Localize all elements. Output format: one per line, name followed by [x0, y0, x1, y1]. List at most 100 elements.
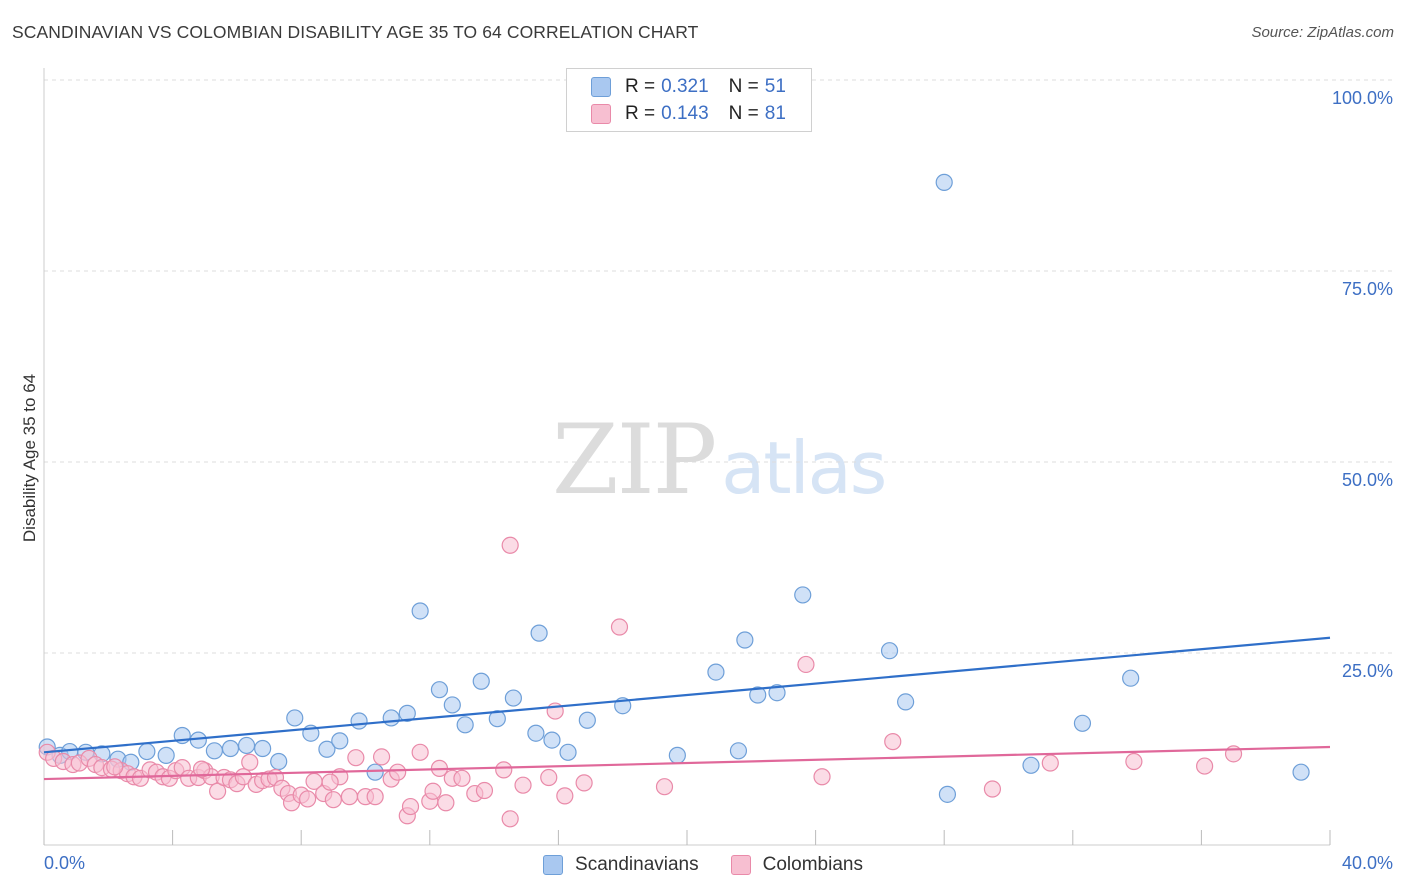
data-point [1125, 752, 1143, 771]
trend-line-colombians [43, 745, 1331, 781]
data-point [398, 704, 416, 722]
y-tick-label: 75.0% [1342, 279, 1393, 299]
legend-r-value: 0.321 [661, 76, 709, 97]
legend-swatch-colombians [591, 104, 611, 124]
watermark-zip: ZIP [552, 404, 717, 516]
data-point [318, 740, 336, 758]
data-point [324, 791, 342, 809]
data-point [286, 709, 304, 727]
data-point [331, 732, 349, 750]
data-point [501, 536, 519, 554]
legend-n-value: 51 [764, 76, 786, 97]
data-point [372, 748, 391, 766]
correlation-legend: R = 0.321 N = 51 R = 0.143 N = 81 [566, 68, 812, 132]
data-point [299, 790, 317, 808]
data-point [736, 631, 754, 649]
data-point [1041, 754, 1059, 772]
data-point [411, 743, 429, 761]
data-point [501, 810, 519, 828]
data-point [453, 769, 471, 787]
data-point [575, 774, 593, 792]
source-credit: Source: ZipAtlas.com [1251, 24, 1394, 41]
data-point [729, 742, 748, 760]
axes [43, 68, 1331, 846]
trend-line-scandinavians [43, 636, 1331, 754]
data-point [350, 712, 368, 730]
data-point [456, 716, 474, 734]
legend-swatch-scandinavians [591, 77, 611, 97]
y-axis-label: Disability Age 35 to 64 [20, 374, 39, 542]
data-point [578, 711, 596, 729]
series-legend: Scandinavians Colombians [0, 852, 1406, 878]
data-point [797, 655, 815, 674]
data-point [610, 618, 629, 636]
legend-n-value: 81 [764, 103, 786, 124]
y-tick-label: 50.0% [1342, 470, 1393, 490]
data-point [540, 768, 558, 787]
data-point [543, 731, 561, 749]
x-tick-label: 0.0% [44, 853, 85, 873]
gridlines [44, 79, 1392, 654]
data-point [938, 785, 957, 803]
data-point [221, 739, 240, 758]
data-point [401, 797, 420, 816]
data-point [884, 733, 902, 751]
data-point [209, 782, 227, 800]
data-point [437, 794, 455, 812]
data-point [241, 753, 259, 771]
data-point [504, 689, 522, 707]
data-point [559, 743, 577, 761]
data-point [707, 663, 725, 681]
data-point [443, 696, 461, 714]
data-point [897, 693, 915, 711]
watermark: ZIPatlas [552, 404, 887, 516]
legend-r-value: 0.143 [661, 103, 709, 124]
data-point [514, 776, 532, 794]
data-points [38, 173, 1310, 828]
data-point [138, 742, 156, 761]
data-point [106, 758, 124, 776]
data-point [205, 742, 223, 760]
tick-labels: 25.0% 50.0% 75.0% 100.0% 0.0% 40.0% [44, 88, 1393, 873]
data-point [495, 761, 513, 779]
data-point [488, 710, 506, 728]
data-point [157, 746, 175, 764]
data-point [234, 768, 252, 786]
data-point [192, 760, 211, 778]
legend-r-label: R = [625, 76, 656, 97]
legend-item-colombians: Colombians [730, 854, 863, 876]
data-point [475, 781, 494, 800]
data-point [527, 724, 545, 742]
legend-label-scandinavians: Scandinavians [575, 854, 699, 875]
x-tick-label: 40.0% [1342, 853, 1393, 873]
legend-row-scandinavians: R = 0.321 N = 51 [591, 75, 786, 99]
data-point [935, 173, 953, 191]
legend-label-colombians: Colombians [762, 854, 863, 875]
data-point [749, 686, 767, 704]
data-point [270, 752, 288, 771]
data-point [424, 782, 442, 800]
watermark-atlas: atlas [721, 426, 887, 510]
series-colombians [38, 536, 1243, 828]
data-point [655, 778, 674, 796]
y-tick-label: 100.0% [1332, 88, 1393, 108]
legend-r-label: R = [625, 103, 656, 124]
data-point [366, 788, 384, 806]
data-point [347, 749, 365, 767]
data-point [668, 746, 686, 764]
data-point [389, 763, 407, 781]
data-point [366, 763, 384, 781]
data-point [1022, 756, 1040, 774]
data-point [254, 739, 272, 758]
legend-swatch-scandinavians [543, 855, 564, 875]
legend-n-label: N = [728, 76, 759, 97]
data-point [1292, 763, 1310, 781]
data-point [472, 672, 490, 690]
data-point [768, 684, 786, 702]
legend-n-label: N = [728, 103, 759, 124]
data-point [321, 773, 339, 791]
data-point [1122, 669, 1140, 687]
data-point [1196, 757, 1214, 775]
data-point [813, 768, 831, 786]
